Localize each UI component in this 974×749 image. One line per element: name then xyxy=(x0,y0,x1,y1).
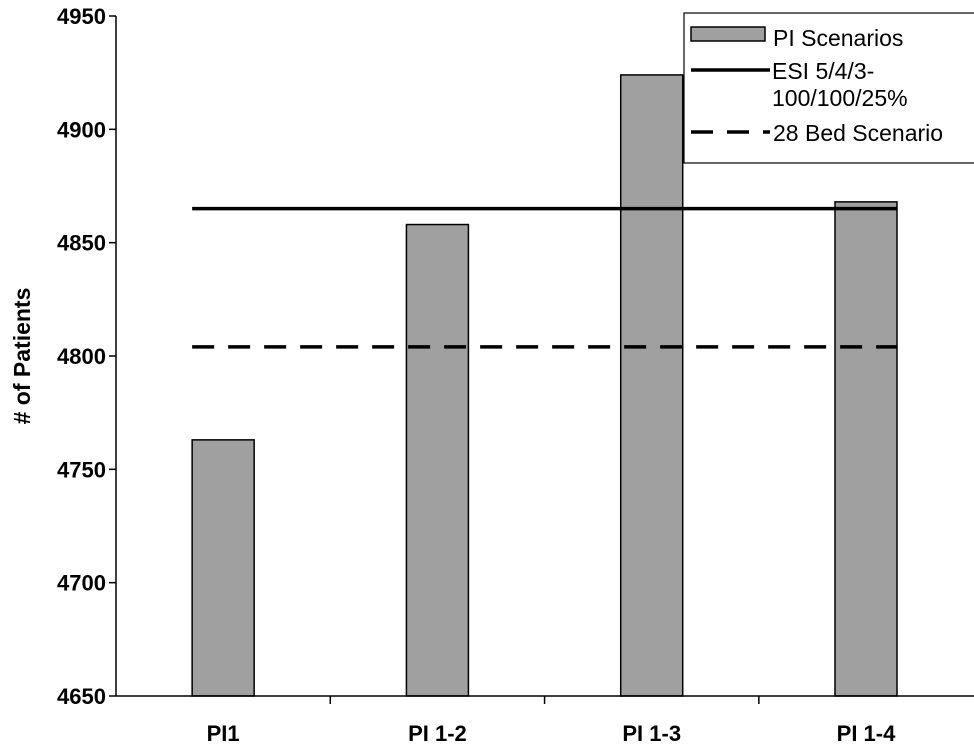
y-tick-label: 4800 xyxy=(57,344,106,369)
x-ticks-group: PI1 PI 1-2 PI 1-3 PI 1-4 xyxy=(207,696,896,746)
legend-label-28-bed: 28 Bed Scenario xyxy=(773,120,943,146)
y-ticks-group: 4650 4700 4750 4800 4850 4900 4950 xyxy=(57,4,116,709)
bar-pi-1-2 xyxy=(405,223,470,697)
y-tick-label: 4650 xyxy=(57,684,106,709)
bar-pi-1-3 xyxy=(619,74,684,697)
y-tick-label: 4850 xyxy=(57,231,106,256)
bar-pi1 xyxy=(191,439,255,697)
legend-swatch-bar xyxy=(690,26,766,42)
y-axis-title: # of Patients xyxy=(9,288,35,425)
x-tick-label: PI1 xyxy=(207,721,240,746)
legend: PI Scenarios ESI 5/4/3-100/100/25% 28 Bed … xyxy=(683,12,974,164)
legend-label-esi: ESI 5/4/3- xyxy=(772,58,874,84)
bar-pi-1-4 xyxy=(834,201,898,697)
y-tick-label: 4950 xyxy=(57,4,106,29)
reference-lines-group xyxy=(192,206,897,349)
x-tick-label: PI 1-2 xyxy=(408,721,467,746)
x-tick-label: PI 1-3 xyxy=(622,721,681,746)
bars-group xyxy=(191,74,898,697)
y-tick-label: 4750 xyxy=(57,457,106,482)
legend-label-esi: 100/100/25% xyxy=(772,85,908,111)
x-tick-label: PI 1-4 xyxy=(837,721,896,746)
legend-label-pi-scenarios: PI Scenarios xyxy=(773,25,903,51)
y-tick-label: 4900 xyxy=(57,117,106,142)
y-tick-label: 4700 xyxy=(57,571,106,596)
